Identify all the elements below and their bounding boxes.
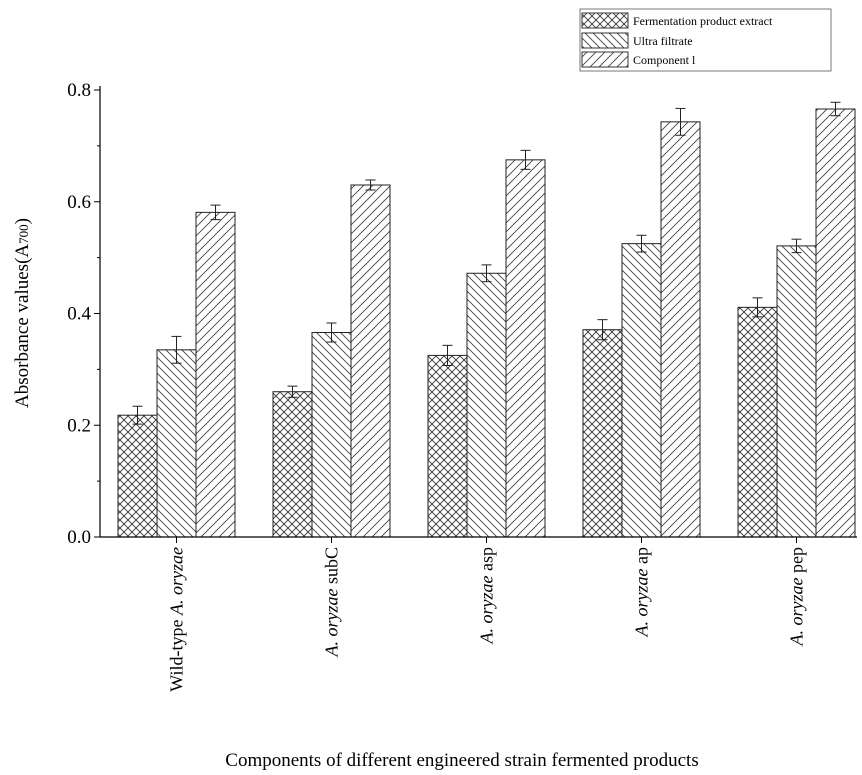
legend-label: Fermentation product extract — [633, 14, 773, 28]
y-tick-label: 0.0 — [67, 527, 91, 548]
legend-label: Component l — [633, 53, 696, 67]
x-tick-label: Wild-type A. oryzae — [167, 547, 187, 692]
bar — [195, 211, 236, 538]
bar — [117, 414, 158, 538]
y-tick-label: 0.6 — [67, 192, 91, 213]
y-tick-label: 0.8 — [67, 80, 91, 101]
bar — [156, 349, 197, 538]
bar — [505, 159, 546, 538]
legend: Fermentation product extract Ultra filtr… — [579, 8, 832, 72]
legend-item: Component l — [581, 51, 696, 68]
bar — [660, 121, 701, 538]
legend-swatch — [581, 51, 629, 68]
y-tick-label: 0.2 — [67, 415, 91, 436]
bar — [582, 329, 623, 538]
bar — [272, 391, 313, 538]
legend-label: Ultra filtrate — [633, 34, 693, 48]
bar — [815, 108, 856, 538]
bar — [427, 354, 468, 538]
bar — [621, 243, 662, 538]
x-tick-label: A. oryzae pep — [787, 547, 807, 646]
x-tick-label: A. oryzae asp — [477, 547, 497, 644]
y-axis-title: Absorbance values(A700) — [12, 218, 33, 408]
x-tick-label: A. oryzae subC — [322, 547, 342, 658]
legend-item: Fermentation product extract — [581, 12, 773, 29]
legend-item: Ultra filtrate — [581, 32, 693, 49]
legend-swatch — [581, 12, 629, 29]
bar — [311, 331, 352, 538]
y-tick-label: 0.4 — [67, 304, 91, 325]
bar — [466, 272, 507, 538]
legend-swatch — [581, 32, 629, 49]
bar — [737, 306, 778, 538]
x-tick-label: A. oryzae ap — [632, 547, 652, 637]
plot-area: 0.0 0.2 0.4 0.6 0.8 Wild-type A. oryzae A. ory… — [67, 80, 857, 692]
bar — [776, 245, 817, 538]
bar — [350, 184, 391, 538]
x-axis-title: Components of different engineered strai… — [225, 750, 698, 771]
